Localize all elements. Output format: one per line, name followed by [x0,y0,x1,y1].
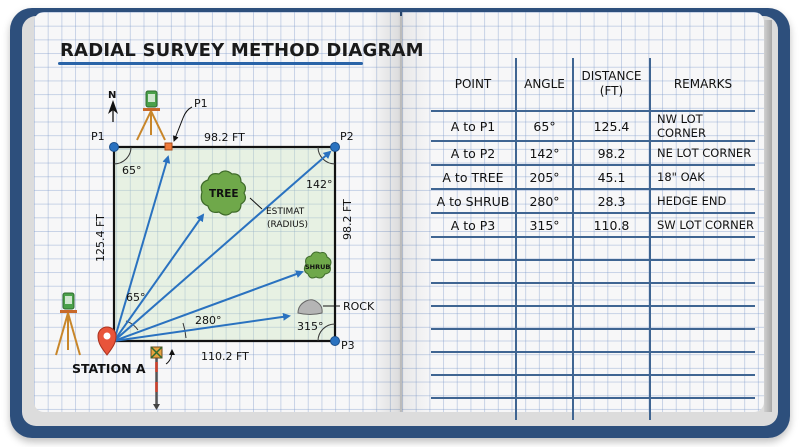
north-label: N [108,90,116,101]
table-row: A to TREE 205° 45.1 18" OAK [431,164,755,189]
right-dimension: 98.2 FT [341,199,354,240]
cell-distance: 45.1 [572,164,650,189]
cell-angle: 65° [515,110,573,141]
cell-remarks: HEDGE END [649,188,755,213]
station-a-pin-icon [97,326,117,356]
shrub-label: SHRUB [305,263,330,271]
p3-corner-angle: 315° [297,320,324,333]
blank-row [431,328,755,352]
left-page [34,12,400,412]
radial-rays [113,150,332,342]
blank-row [431,397,755,420]
tree-note-line2: (RADIUS) [267,220,308,230]
tree-note-line1: ESTIMAT [266,207,305,217]
cell-distance: 110.8 [572,212,650,237]
blank-row [431,374,755,398]
header-distance-line2: (FT) [599,84,624,98]
cell-distance: 28.3 [572,188,650,213]
cell-point: A to TREE [431,164,516,189]
page-edges [764,20,772,412]
cell-remarks: 18" OAK [649,164,755,189]
cell-point: A to P3 [431,212,516,237]
table-row: A to SHRUB 280° 28.3 HEDGE END [431,188,755,213]
cell-distance: 98.2 [572,140,650,165]
rock-label: ROCK [343,300,375,313]
tree-label: TREE [209,188,239,200]
cell-angle: 315° [515,212,573,237]
station-upper-angle: 65° [126,291,146,304]
blank-row [431,282,755,306]
station-a-label: STATION A [72,361,146,376]
north-arrow-icon [108,100,118,122]
total-station-icon [136,90,166,141]
tree-icon [200,170,247,216]
title-underline [58,62,363,65]
p1-target-icon [164,142,173,151]
station-lower-angle: 280° [195,314,222,327]
table-row: A to P2 142° 98.2 NE LOT CORNER [431,140,755,165]
header-distance: DISTANCE (FT) [572,58,650,111]
prism-pole-icon [150,346,175,410]
p1-callout-label: P1 [194,97,208,110]
header-remarks: REMARKS [649,58,755,111]
bottom-dimension: 110.2 FT [201,350,249,363]
blank-row [431,351,755,375]
cell-angle: 142° [515,140,573,165]
header-angle: ANGLE [515,58,573,111]
table-row: A to P1 65° 125.4 NW LOT CORNER [431,110,755,141]
diagram-title: RADIAL SURVEY METHOD DIAGRAM [60,40,424,61]
total-station-station-a-icon [55,292,81,356]
p2-corner-angle: 142° [306,178,333,191]
p1-label: P1 [91,130,105,143]
shrub-icon [303,251,332,279]
cell-remarks: NW LOT CORNER [649,110,755,141]
blank-row [431,236,755,260]
cell-point: A to P1 [431,110,516,141]
top-dimension: 98.2 FT [204,131,245,144]
cell-remarks: NE LOT CORNER [649,140,755,165]
cell-angle: 205° [515,164,573,189]
header-distance-line1: DISTANCE [581,69,642,83]
p3-label: P3 [341,339,355,352]
cell-point: A to P2 [431,140,516,165]
p2-point-marker [330,142,340,152]
p2-label: P2 [340,130,354,143]
rock-icon [297,299,323,315]
p1-point-marker [109,142,119,152]
left-dimension: 125.4 FT [94,214,107,262]
cell-point: A to SHRUB [431,188,516,213]
p1-corner-angle: 65° [122,164,142,177]
cell-angle: 280° [515,188,573,213]
blank-row [431,259,755,283]
cell-distance: 125.4 [572,110,650,141]
cell-remarks: SW LOT CORNER [649,212,755,237]
lot-boundary [112,145,337,343]
survey-table: POINT ANGLE DISTANCE (FT) REMARKS A to P… [431,58,755,420]
header-point: POINT [454,76,492,91]
table-row: A to P3 315° 110.8 SW LOT CORNER [431,212,755,237]
p3-point-marker [330,336,340,346]
blank-row [431,305,755,329]
table-header-row: POINT ANGLE DISTANCE (FT) REMARKS [431,58,755,111]
